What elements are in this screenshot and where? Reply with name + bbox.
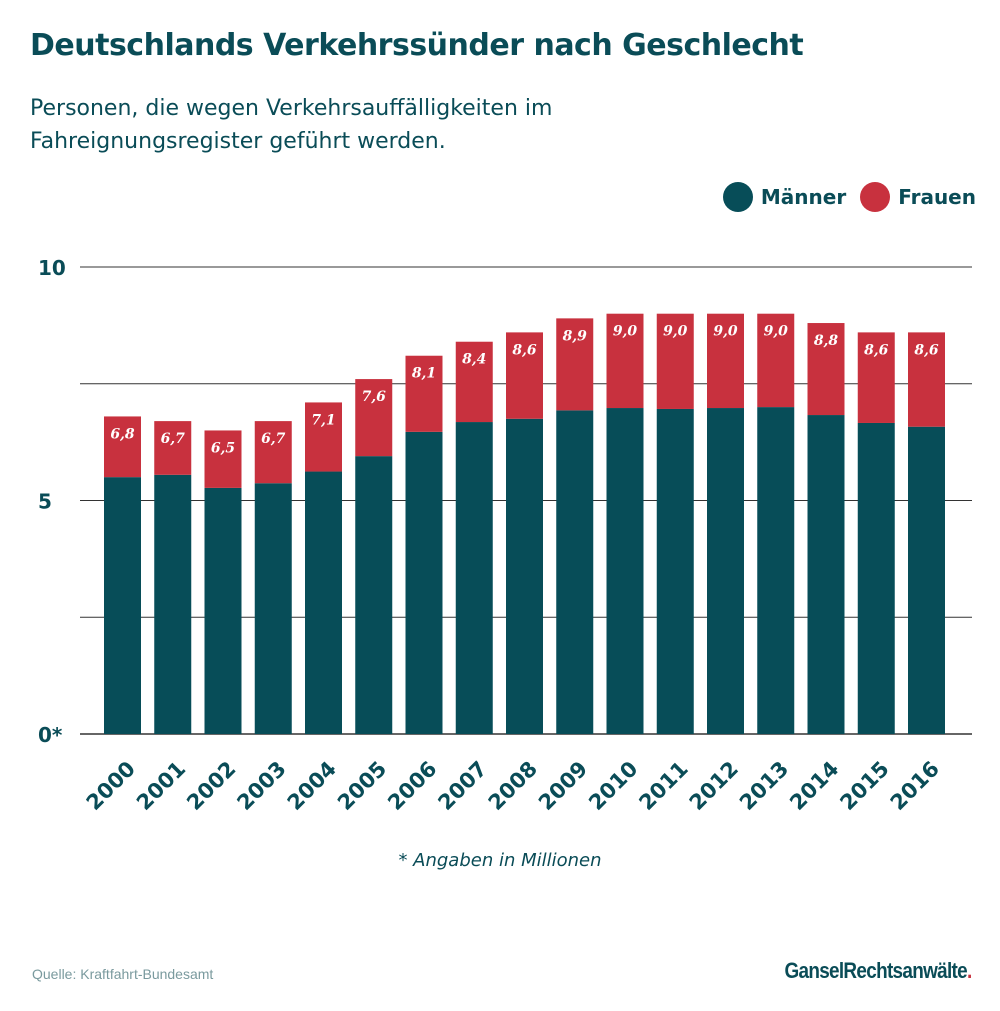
data-label-2013: 9,0	[764, 324, 789, 340]
x-tick-label-2003: 2003	[232, 757, 290, 815]
bar-maenner-2015	[857, 422, 895, 734]
bar-maenner-2016	[908, 426, 945, 734]
x-tick-label-2015: 2015	[835, 757, 893, 815]
data-label-2006: 8,1	[412, 366, 436, 382]
bar-frauen-2014	[807, 323, 845, 416]
bar-frauen-2013	[757, 313, 795, 408]
data-label-2001: 6,7	[161, 431, 186, 447]
bar-frauen-2009	[556, 318, 594, 411]
stacked-bar-chart: 0* 5 10 6,8 2000 6,7 2001 6,5 2002 6,7 2003 7,1 2004…	[38, 256, 972, 815]
brand-part1: Gansel	[784, 958, 845, 983]
bar-maenner-2002	[204, 487, 242, 734]
x-tick-label-2008: 2008	[484, 757, 542, 815]
bar-frauen-2005	[355, 379, 393, 457]
chart-title: Deutschlands Verkehrssünder nach Geschle…	[30, 28, 804, 63]
bar-frauen-2016	[908, 332, 945, 427]
brand-part2: Rechtsanwälte	[843, 958, 968, 983]
x-tick-label-2005: 2005	[333, 757, 391, 815]
bar-frauen-2008	[506, 332, 543, 419]
brand-dot: .	[967, 958, 972, 983]
bar-frauen-2011	[656, 313, 694, 409]
bar-maenner-2014	[807, 415, 845, 734]
legend-label-frauen: Frauen	[898, 185, 976, 209]
legend-item-frauen: Frauen	[860, 182, 976, 212]
bar-maenner-2011	[656, 408, 694, 734]
legend-swatch-frauen	[860, 182, 891, 212]
bar-maenner-2000	[104, 477, 141, 734]
bar-frauen-2006	[405, 355, 443, 432]
x-tick-label-2006: 2006	[383, 757, 441, 815]
source-note: Quelle: Kraftfahrt-Bundesamt	[32, 966, 214, 982]
chart-subtitle: Personen, die wegen Verkehrsauffälligkei…	[30, 96, 553, 154]
legend-item-maenner: Männer	[722, 182, 847, 212]
data-label-2012: 9,0	[713, 324, 738, 340]
bar-maenner-2010	[606, 408, 644, 734]
bar-maenner-2008	[506, 418, 543, 734]
bar-frauen-2010	[606, 313, 644, 409]
x-tick-label-2010: 2010	[584, 757, 642, 815]
data-label-2000: 6,8	[110, 426, 135, 442]
data-label-2007: 8,4	[462, 352, 486, 368]
bar-frauen-2015	[857, 332, 895, 423]
bar-maenner-2003	[254, 483, 292, 734]
x-tick-label-2016: 2016	[886, 757, 944, 815]
bar-maenner-2009	[556, 410, 594, 734]
bar-frauen-2000	[104, 416, 141, 478]
bar-frauen-2001	[154, 421, 192, 475]
data-label-2002: 6,5	[211, 440, 235, 456]
bar-frauen-2012	[707, 313, 744, 409]
x-tick-label-2004: 2004	[283, 757, 341, 815]
data-label-2003: 6,7	[261, 431, 286, 447]
y-tick-label: 5	[38, 490, 52, 514]
bar-maenner-2012	[707, 408, 744, 734]
bar-maenner-2006	[405, 431, 443, 734]
legend-swatch-maenner	[722, 182, 753, 212]
footnote: * Angaben in Millionen	[398, 850, 602, 871]
data-label-2008: 8,6	[512, 342, 537, 358]
x-tick-label-2007: 2007	[433, 757, 491, 815]
bar-maenner-2004	[305, 471, 342, 734]
x-tick-label-2012: 2012	[685, 757, 743, 815]
data-label-2016: 8,6	[914, 342, 939, 358]
bar-frauen-2007	[455, 341, 493, 423]
bar-maenner-2005	[355, 456, 393, 734]
data-label-2004: 7,1	[311, 412, 335, 428]
x-tick-label-2001: 2001	[132, 757, 190, 815]
data-label-2010: 9,0	[613, 324, 638, 340]
bar-maenner-2001	[154, 474, 192, 734]
bar-maenner-2007	[455, 422, 493, 734]
data-label-2014: 8,8	[814, 333, 839, 349]
x-tick-label-2009: 2009	[534, 757, 592, 815]
bar-frauen-2003	[254, 421, 292, 484]
bar-frauen-2004	[305, 402, 342, 472]
data-label-2009: 8,9	[563, 328, 588, 344]
bar-maenner-2013	[757, 407, 795, 734]
x-tick-label-2011: 2011	[634, 757, 692, 815]
x-tick-label-2000: 2000	[82, 757, 140, 815]
legend-label-maenner: Männer	[760, 185, 847, 209]
brand-logo: GanselRechtsanwälte.	[784, 958, 973, 984]
data-label-2005: 7,6	[362, 389, 387, 405]
x-tick-label-2014: 2014	[785, 757, 843, 815]
y-tick-label: 10	[38, 256, 66, 280]
y-tick-label: 0*	[38, 723, 63, 747]
bar-frauen-2002	[204, 430, 242, 488]
legend: Männer Frauen	[709, 182, 976, 212]
data-label-2011: 9,0	[663, 324, 688, 340]
x-tick-label-2013: 2013	[735, 757, 793, 815]
x-tick-label-2002: 2002	[182, 757, 240, 815]
data-label-2015: 8,6	[864, 342, 889, 358]
